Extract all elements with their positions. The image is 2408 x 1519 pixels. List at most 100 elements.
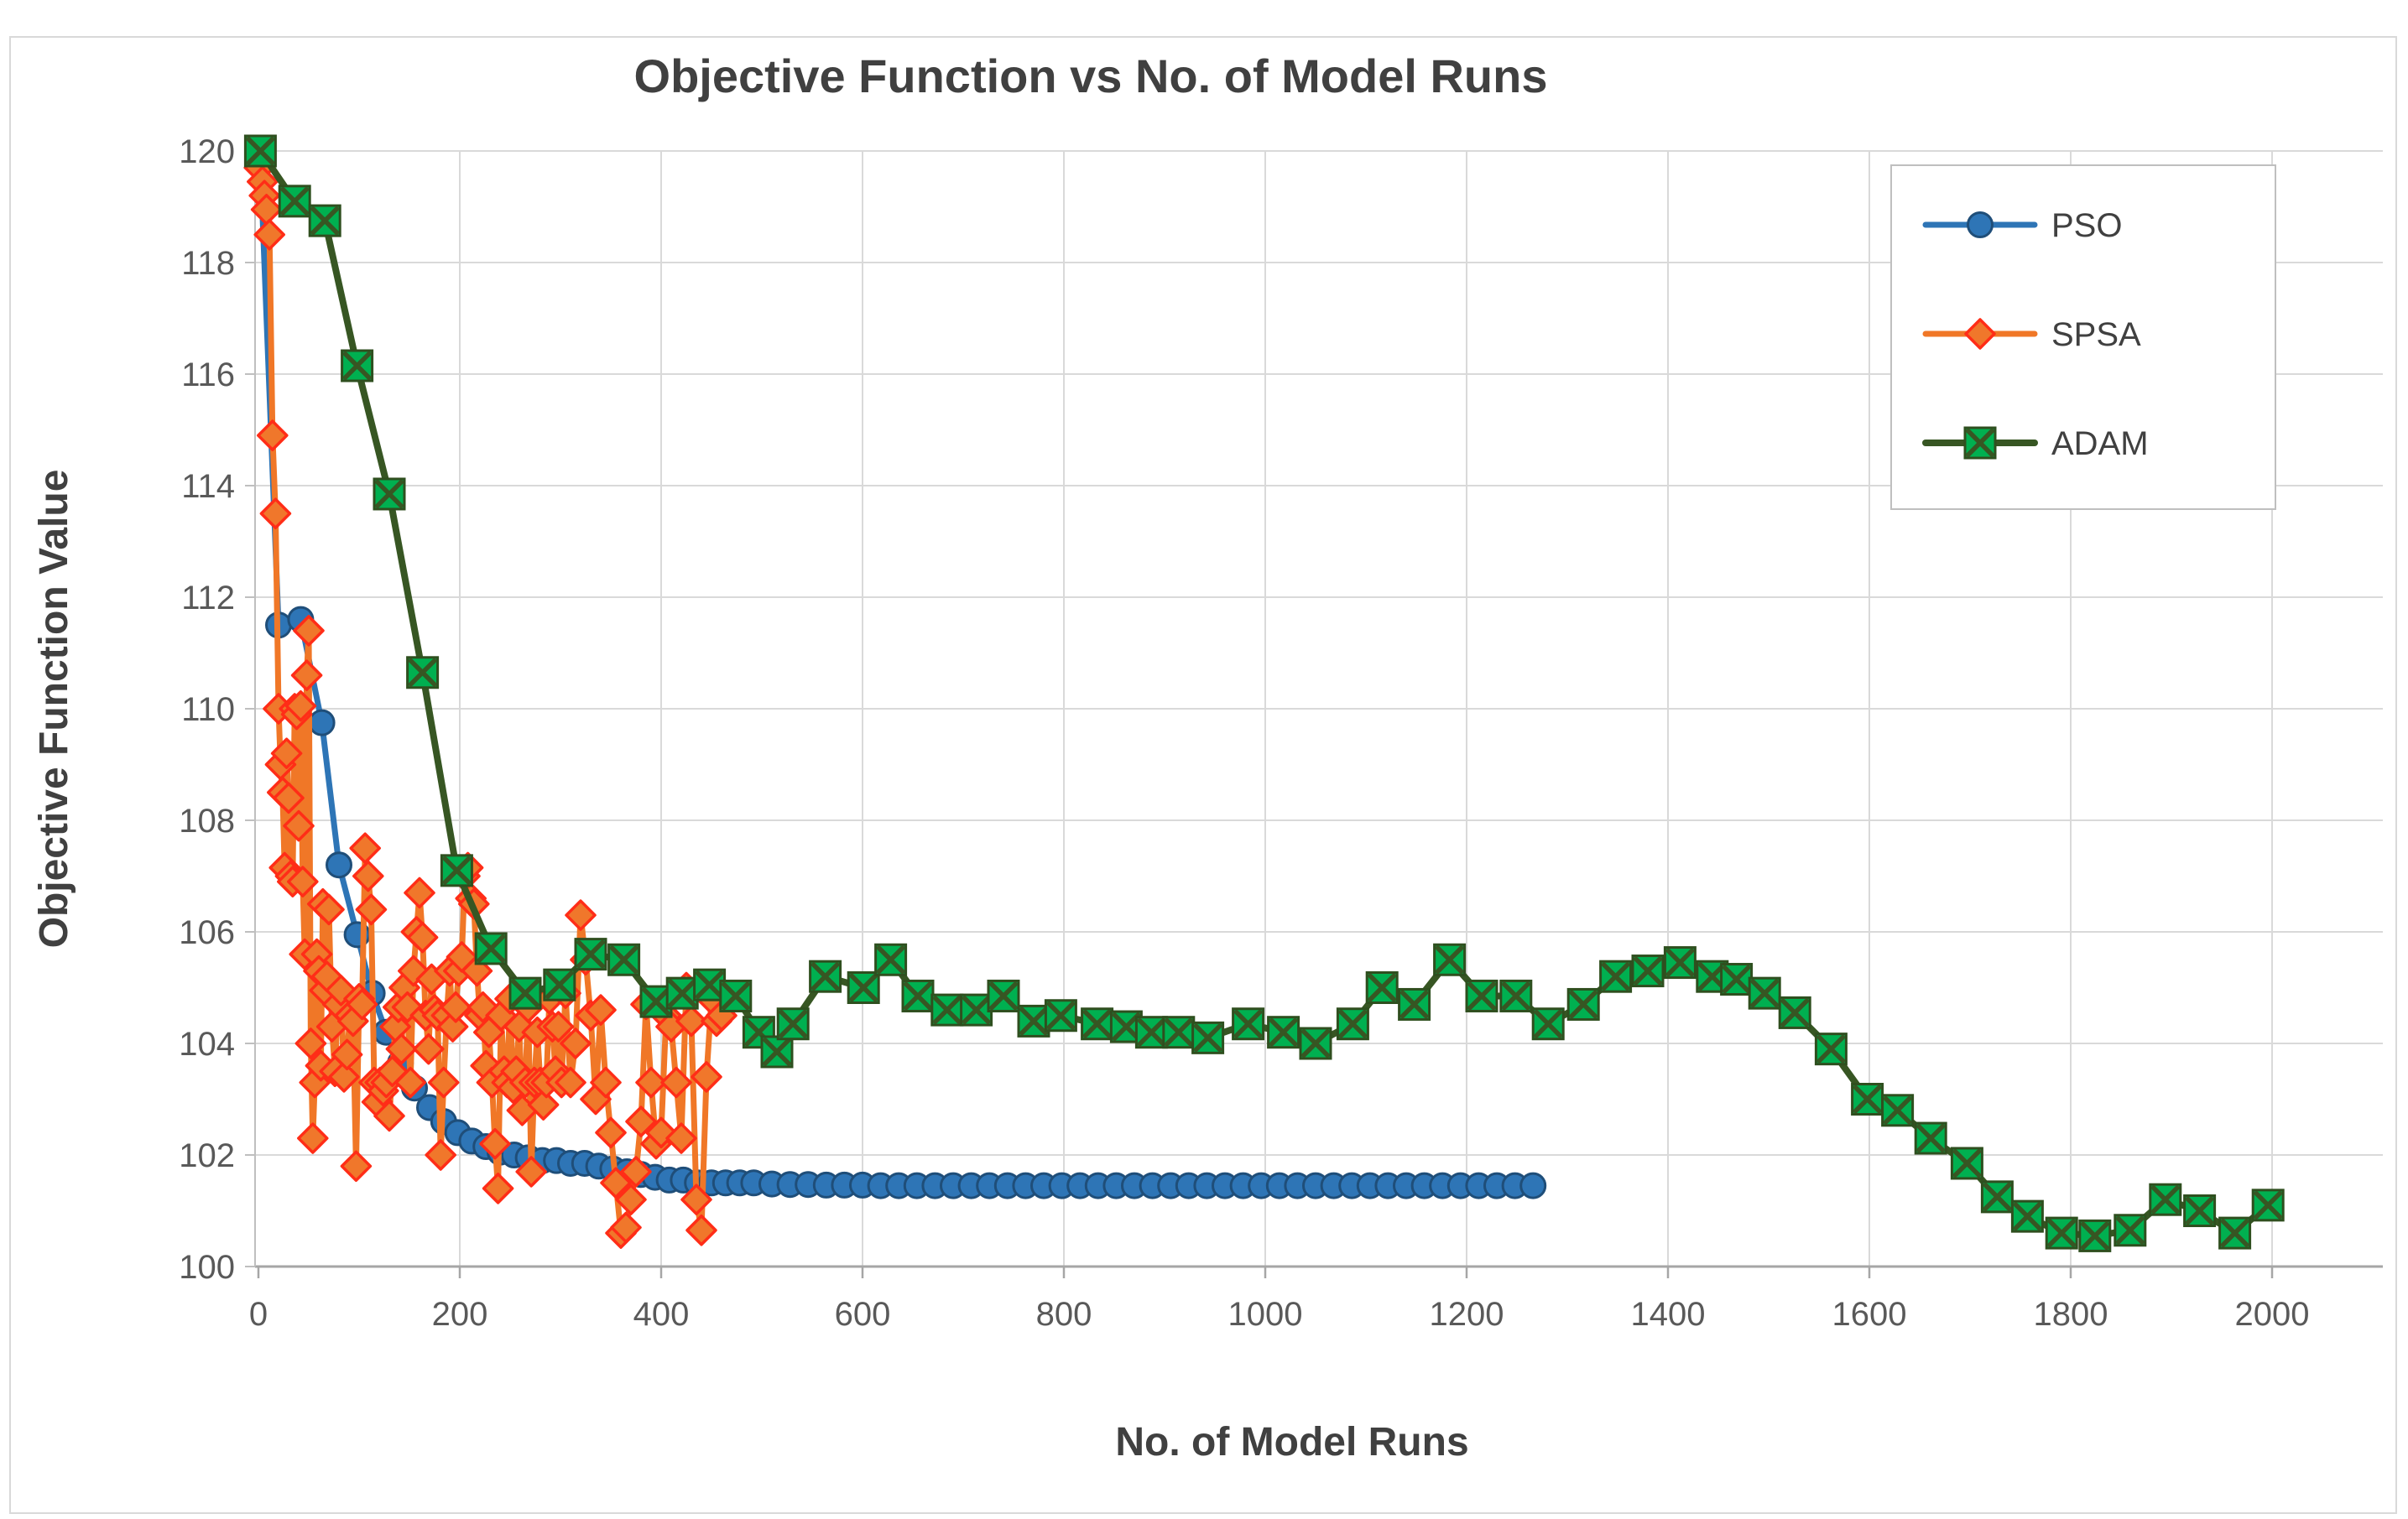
- x-tick-label: 1600: [1832, 1296, 1907, 1333]
- spsa-diamond-marker: [284, 689, 317, 722]
- spsa-diamond-marker: [527, 1089, 560, 1121]
- adam-x-glyph: [280, 187, 309, 216]
- spsa-diamond-marker: [515, 1156, 547, 1188]
- adam-x-glyph: [2081, 1221, 2109, 1251]
- spsa-diamond-marker: [290, 659, 323, 691]
- y-tick-label: 118: [181, 245, 235, 282]
- y-tick-label: 108: [179, 803, 235, 840]
- adam-x-glyph: [642, 987, 670, 1016]
- x-tick-label: 600: [835, 1296, 891, 1333]
- spsa-diamond-marker: [590, 1066, 622, 1099]
- adam-x-glyph: [2151, 1185, 2180, 1214]
- x-tick-label: 1800: [2034, 1296, 2108, 1333]
- legend: PSO SPSA ADAM: [1890, 164, 2276, 510]
- spsa-diamond-marker: [635, 1066, 667, 1099]
- adam-x-glyph: [310, 206, 339, 235]
- adam-x-glyph: [1634, 956, 1662, 986]
- chart-title: Objective Function vs No. of Model Runs: [634, 49, 1548, 102]
- adam-x-glyph: [1534, 1009, 1562, 1038]
- adam-x-glyph: [1269, 1017, 1298, 1047]
- adam-x-glyph: [779, 1009, 807, 1038]
- legend-label: PSO: [2051, 207, 2122, 244]
- adam-x-glyph: [408, 658, 437, 687]
- adam-x-glyph: [1916, 1124, 1945, 1152]
- spsa-diamond-marker: [331, 1038, 363, 1071]
- spsa-diamond-marker: [373, 1100, 405, 1132]
- y-tick-label: 100: [179, 1249, 235, 1286]
- spsa-diamond-marker: [620, 1156, 652, 1188]
- adam-x-glyph: [933, 996, 962, 1024]
- x-tick-label: 1000: [1228, 1296, 1303, 1333]
- series-adam: [243, 134, 2285, 1252]
- adam-x-glyph: [1816, 1034, 1846, 1064]
- adam-x-glyph: [810, 962, 840, 991]
- y-tick-label: 112: [181, 580, 235, 616]
- pso-circle-marker: [308, 709, 336, 736]
- adam-x-glyph: [695, 970, 724, 999]
- adam-x-glyph: [1046, 1001, 1076, 1030]
- adam-x-glyph: [1983, 1183, 2012, 1211]
- adam-x-glyph: [375, 480, 404, 508]
- adam-x-glyph: [1853, 1085, 1882, 1114]
- spsa-diamond-marker: [257, 419, 289, 451]
- y-tick-label: 116: [181, 356, 235, 393]
- adam-x-glyph: [1368, 973, 1396, 1002]
- adam-x-glyph: [1301, 1029, 1330, 1058]
- adam-x-glyph: [1137, 1017, 1166, 1047]
- spsa-diamond-marker: [600, 1167, 632, 1199]
- adam-x-glyph: [1722, 965, 1751, 994]
- spsa-diamond-marker: [391, 991, 424, 1023]
- adam-x-glyph: [545, 970, 574, 999]
- adam-x-glyph: [1569, 990, 1598, 1019]
- adam-x-glyph: [442, 856, 472, 885]
- figure-border: [9, 36, 2397, 1514]
- spsa-diamond-marker: [428, 1066, 460, 1099]
- adam-x-glyph: [763, 1038, 791, 1066]
- adam-x-glyph: [2254, 1191, 2282, 1220]
- adam-x-glyph: [1165, 1017, 1193, 1047]
- adam-x-glyph: [1601, 962, 1630, 991]
- spsa-diamond-marker: [685, 1215, 717, 1246]
- adam-x-glyph: [1780, 998, 1809, 1027]
- adam-x-glyph: [1082, 1009, 1112, 1038]
- spsa-diamond-marker: [436, 1011, 469, 1043]
- adam-x-glyph: [989, 981, 1018, 1011]
- adam-x-glyph: [1750, 979, 1779, 1007]
- y-tick-label: 104: [179, 1026, 235, 1063]
- spsa-diamond-marker: [313, 893, 345, 926]
- spsa-diamond-marker: [595, 1116, 627, 1149]
- x-tick-label: 400: [633, 1296, 690, 1333]
- legend-entry-pso: PSO: [1922, 207, 2122, 244]
- spsa-diamond-marker: [349, 832, 381, 864]
- y-tick-label: 110: [181, 691, 235, 728]
- spsa-diamond-marker: [565, 899, 597, 931]
- adam-x-glyph: [1467, 981, 1496, 1011]
- spsa-diamond-marker: [466, 991, 499, 1023]
- pso-circle-marker: [1967, 211, 1994, 238]
- adam-x-glyph: [1193, 1023, 1222, 1053]
- spsa-diamond-marker: [328, 1061, 360, 1093]
- adam-x-glyph: [1502, 981, 1530, 1011]
- adam-x-glyph: [2047, 1219, 2076, 1247]
- adam-x-glyph: [1952, 1149, 1982, 1178]
- adam-x-glyph: [609, 945, 638, 974]
- spsa-diamond-marker: [287, 866, 319, 897]
- spsa-diamond-marker: [440, 991, 472, 1023]
- x-tick-label: 1400: [1631, 1296, 1706, 1333]
- series-adam-markers: [243, 134, 2285, 1252]
- spsa-diamond-marker: [542, 1011, 575, 1043]
- y-tick-label: 120: [179, 133, 235, 170]
- spsa-diamond-marker: [625, 1105, 657, 1137]
- spsa-diamond-marker: [294, 1027, 327, 1059]
- adam-x-glyph: [744, 1017, 774, 1047]
- legend-label: ADAM: [2051, 425, 2149, 462]
- y-tick-label: 106: [179, 914, 235, 951]
- spsa-diamond-marker: [406, 921, 439, 954]
- spsa-diamond-marker: [270, 737, 303, 769]
- adam-x-glyph: [246, 137, 275, 165]
- spsa-diamond-marker: [273, 782, 305, 814]
- spsa-diamond-marker: [479, 1127, 511, 1160]
- adam-x-glyph: [1883, 1096, 1912, 1125]
